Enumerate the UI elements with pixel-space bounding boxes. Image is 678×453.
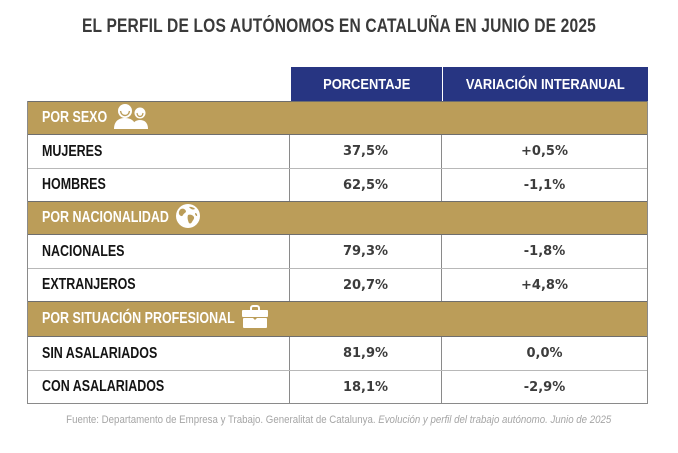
section-label: POR SEXO xyxy=(42,109,108,126)
table-row: EXTRANJEROS 20,7% +4,8% xyxy=(28,268,647,301)
row-label: HOMBRES xyxy=(42,176,106,193)
section-header-professional-status: POR SITUACIÓN PROFESIONAL xyxy=(28,301,647,337)
table-row: CON ASALARIADOS 18,1% -2,9% xyxy=(28,370,647,403)
section-header-sex: POR SEXO xyxy=(28,101,647,135)
percentage-value: 20,7% xyxy=(342,277,389,293)
percentage-value: 37,5% xyxy=(342,144,389,159)
row-label: NACIONALES xyxy=(42,242,125,260)
column-header-percentage: PORCENTAJE xyxy=(290,67,442,101)
row-label: MUJERES xyxy=(42,142,103,160)
row-label: EXTRANJEROS xyxy=(42,276,136,293)
row-label: SIN ASALARIADOS xyxy=(42,344,158,362)
percentage-value: 79,3% xyxy=(342,244,389,259)
people-icon xyxy=(113,103,151,134)
section-header-nationality: POR NACIONALIDAD xyxy=(28,201,647,235)
table-row: MUJERES 37,5% +0,5% xyxy=(28,135,647,168)
variation-value: 0,0% xyxy=(526,346,563,361)
table-row: HOMBRES 62,5% -1,1% xyxy=(28,168,647,201)
section-label: POR NACIONALIDAD xyxy=(42,209,169,226)
row-label: CON ASALARIADOS xyxy=(42,378,165,395)
table-body: POR SEXO MUJERES 37,5% +0,5% xyxy=(27,101,648,404)
table-row: SIN ASALARIADOS 81,9% 0,0% xyxy=(28,337,647,370)
percentage-value: 62,5% xyxy=(342,177,389,193)
publication-title: Evolución y perfil del trabajo autónomo.… xyxy=(378,414,612,426)
globe-icon xyxy=(175,203,201,234)
table-row: NACIONALES 79,3% -1,8% xyxy=(28,235,647,268)
briefcase-icon xyxy=(241,304,269,334)
variation-value: +4,8% xyxy=(521,277,568,293)
variation-value: -2,9% xyxy=(523,379,566,395)
table-header: PORCENTAJE VARIACIÓN INTERANUAL xyxy=(27,67,648,101)
source-footnote: Fuente: Departamento de Empresa y Trabaj… xyxy=(0,414,678,426)
profile-table: PORCENTAJE VARIACIÓN INTERANUAL POR SEXO xyxy=(27,67,648,404)
section-label: POR SITUACIÓN PROFESIONAL xyxy=(42,310,235,327)
variation-value: -1,8% xyxy=(523,244,566,259)
percentage-value: 81,9% xyxy=(342,346,389,361)
percentage-value: 18,1% xyxy=(342,379,389,395)
column-header-variation: VARIACIÓN INTERANUAL xyxy=(442,67,648,101)
variation-value: +0,5% xyxy=(521,144,568,159)
variation-value: -1,1% xyxy=(523,177,566,193)
source-text: Fuente: Departamento de Empresa y Trabaj… xyxy=(66,414,376,426)
page-title: EL PERFIL DE LOS AUTÓNOMOS EN CATALUÑA E… xyxy=(81,16,596,37)
